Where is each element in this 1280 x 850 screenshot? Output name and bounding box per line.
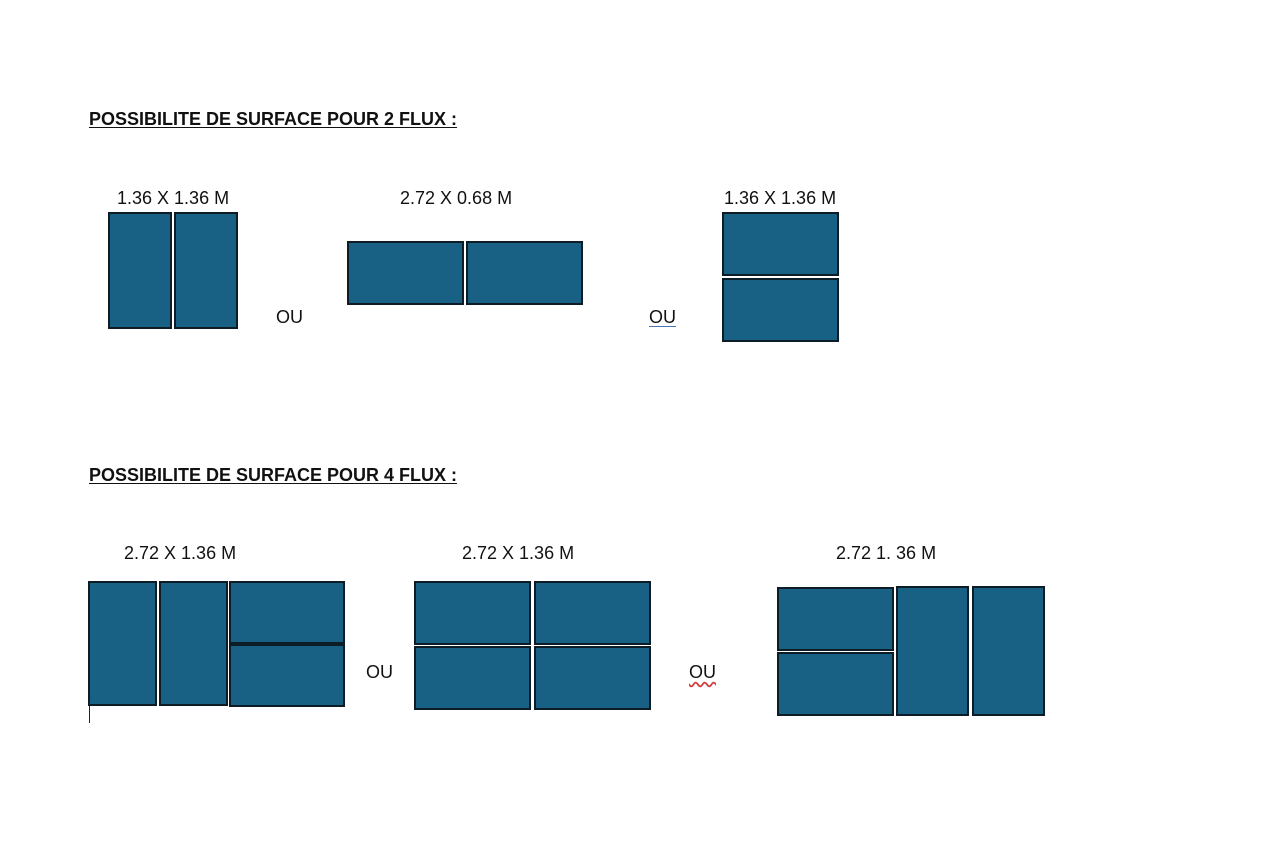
surface-block xyxy=(722,278,839,342)
surface-block xyxy=(534,581,651,645)
option-label: 1.36 X 1.36 M xyxy=(117,188,230,208)
surface-block xyxy=(722,212,839,276)
surface-block xyxy=(108,212,172,329)
section-heading-2-flux: POSSIBILITE DE SURFACE POUR 2 FLUX : xyxy=(89,109,458,129)
surface-block xyxy=(972,586,1045,716)
surface-block xyxy=(896,586,969,716)
surface-block xyxy=(347,241,464,305)
surface-block xyxy=(414,646,531,710)
surface-block xyxy=(777,587,894,651)
surface-block xyxy=(466,241,583,305)
option-label: 2.72 X 0.68 M xyxy=(400,188,513,208)
separator-or: OU xyxy=(649,307,676,327)
surface-block xyxy=(229,581,345,644)
option-label: 2.72 1. 36 M xyxy=(836,543,937,563)
text-cursor xyxy=(89,700,90,723)
separator-or: OU xyxy=(276,307,303,327)
surface-block xyxy=(229,644,345,707)
option-label: 2.72 X 1.36 M xyxy=(124,543,237,563)
surface-block xyxy=(88,581,157,706)
option-label: 1.36 X 1.36 M xyxy=(724,188,837,208)
separator-or: OU xyxy=(689,662,716,682)
surface-block xyxy=(159,581,228,706)
surface-block xyxy=(777,652,894,716)
separator-or: OU xyxy=(366,662,393,682)
surface-block xyxy=(174,212,238,329)
section-heading-4-flux: POSSIBILITE DE SURFACE POUR 4 FLUX : xyxy=(89,465,458,485)
option-label: 2.72 X 1.36 M xyxy=(462,543,575,563)
surface-block xyxy=(534,646,651,710)
surface-block xyxy=(414,581,531,645)
